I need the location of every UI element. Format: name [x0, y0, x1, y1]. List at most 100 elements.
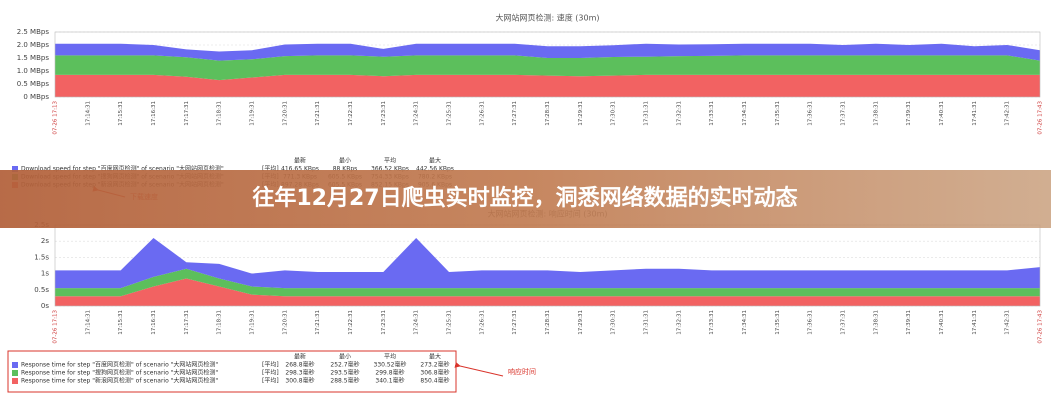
legend-func: [平均] — [262, 165, 279, 173]
x-tick-label: 17:39:31 — [906, 310, 912, 335]
x-tick-label: 07-26 17:13 — [53, 101, 59, 135]
legend-stat: 416.65 KBps — [281, 166, 319, 173]
x-tick-label: 07-26 17:13 — [53, 310, 59, 344]
x-tick-label: 17:20:31 — [282, 310, 288, 335]
legend-label: Response time for step "搜狗网页检测" of scena… — [21, 369, 218, 377]
x-tick-label: 17:30:31 — [611, 101, 617, 126]
x-tick-label: 17:23:31 — [381, 310, 387, 335]
legend-stat: 299.8毫秒 — [375, 369, 404, 377]
y-tick-label: 0s — [41, 302, 49, 310]
area — [55, 278, 1040, 306]
x-tick-label: 17:34:31 — [742, 310, 748, 335]
legend-stat: 442.56 KBps — [416, 166, 454, 173]
legend-header: 平均 — [384, 353, 396, 361]
x-tick-label: 17:16:31 — [151, 310, 157, 335]
x-tick-label: 17:30:31 — [611, 310, 617, 335]
x-tick-label: 17:41:31 — [972, 310, 978, 335]
y-tick-label: 1s — [41, 270, 49, 278]
legend-func: [平均] — [262, 361, 279, 369]
x-tick-label: 17:29:31 — [578, 310, 584, 335]
x-tick-label: 17:22:31 — [348, 101, 354, 126]
legend-swatch — [12, 370, 18, 376]
legend-stat: 268.8毫秒 — [285, 361, 314, 369]
legend-header: 平均 — [384, 157, 396, 165]
x-tick-label: 17:24:31 — [414, 310, 420, 335]
legend-stat: 366.52 KBps — [371, 166, 409, 173]
legend-stat: 850.4毫秒 — [420, 377, 449, 385]
x-tick-label: 17:20:31 — [282, 101, 288, 126]
banner-title: 往年12月27日爬虫实时监控，洞悉网络数据的实时动态 — [252, 185, 797, 211]
x-tick-label: 17:26:31 — [479, 310, 485, 335]
banner — [0, 170, 1051, 228]
legend-stat: 330.52毫秒 — [374, 361, 407, 369]
legend-stat: 252.7毫秒 — [330, 361, 359, 369]
x-tick-label: 17:41:31 — [972, 101, 978, 126]
area — [55, 268, 1040, 297]
y-tick-label: 2.0 MBps — [17, 41, 50, 49]
legend-stat: 88 KBps — [333, 166, 358, 173]
legend-header: 最新 — [294, 353, 306, 361]
chart-title: 大网站网页检测: 速度 (30m) — [496, 13, 600, 23]
x-tick-label: 17:23:31 — [381, 101, 387, 126]
x-tick-label: 17:28:31 — [545, 310, 551, 335]
area — [55, 74, 1040, 97]
x-tick-label: 17:39:31 — [906, 101, 912, 126]
x-tick-label: 17:31:31 — [644, 101, 650, 126]
x-tick-label: 17:27:31 — [512, 310, 518, 335]
x-tick-label: 17:18:31 — [217, 310, 223, 335]
x-tick-label: 17:19:31 — [250, 310, 256, 335]
area — [55, 237, 1040, 289]
x-tick-label: 17:26:31 — [479, 101, 485, 126]
legend-swatch — [12, 378, 18, 384]
x-tick-label: 17:24:31 — [414, 101, 420, 126]
x-tick-label: 17:16:31 — [151, 101, 157, 126]
annotation-arrow — [454, 361, 504, 377]
area — [55, 55, 1040, 81]
legend-stat: 273.2毫秒 — [420, 361, 449, 369]
legend-func: [平均] — [262, 369, 279, 377]
x-tick-label: 17:40:31 — [939, 310, 945, 335]
x-tick-label: 17:15:31 — [118, 310, 124, 335]
legend-stat: 340.1毫秒 — [375, 377, 404, 385]
x-tick-label: 17:34:31 — [742, 101, 748, 126]
legend-header: 最小 — [339, 353, 351, 361]
x-tick-label: 17:17:31 — [184, 101, 190, 126]
x-tick-label: 17:37:31 — [841, 310, 847, 335]
x-tick-label: 17:18:31 — [217, 101, 223, 126]
legend-header: 最新 — [294, 157, 306, 165]
x-tick-label: 17:42:31 — [1005, 310, 1011, 335]
y-tick-label: 0 MBps — [23, 93, 49, 101]
x-tick-label: 17:36:31 — [808, 310, 814, 335]
x-tick-label: 17:31:31 — [644, 310, 650, 335]
x-tick-label: 17:21:31 — [315, 310, 321, 335]
legend-label: Response time for step "新浪网页检测" of scena… — [21, 377, 218, 385]
x-tick-label: 17:37:31 — [841, 101, 847, 126]
y-tick-label: 2.5 MBps — [17, 28, 50, 36]
charts: 大网站网页检测: 速度 (30m) 0 MBps 0.5 MBps 1.0 MBps 1… — [7, 13, 1044, 393]
legend-swatch — [12, 362, 18, 368]
legend-func: [平均] — [262, 377, 279, 385]
legend-header: 最大 — [429, 353, 441, 361]
x-tick-label: 17:22:31 — [348, 310, 354, 335]
x-tick-label: 17:25:31 — [447, 101, 453, 126]
legend-stat: 293.5毫秒 — [330, 369, 359, 377]
legend-label: Response time for step "百度网页检测" of scena… — [21, 361, 218, 369]
x-tick-label: 17:32:31 — [676, 310, 682, 335]
x-tick-label: 17:38:31 — [873, 101, 879, 126]
legend-swatch — [12, 166, 18, 172]
legend-stat: 306.8毫秒 — [420, 369, 449, 377]
legend-label: Download speed for step "百度网页检测" of scen… — [21, 165, 224, 173]
x-tick-label: 17:15:31 — [118, 101, 124, 126]
x-tick-label: 17:17:31 — [184, 310, 190, 335]
y-tick-label: 1.0 MBps — [17, 67, 50, 75]
x-tick-label: 17:14:31 — [85, 101, 91, 126]
x-tick-label: 07-26 17:43 — [1038, 310, 1044, 344]
x-tick-label: 17:25:31 — [447, 310, 453, 335]
legend-stat: 298.3毫秒 — [285, 369, 314, 377]
y-tick-label: 1.5 MBps — [17, 54, 50, 62]
x-tick-label: 17:33:31 — [709, 101, 715, 126]
x-tick-label: 07-26 17:43 — [1038, 101, 1044, 135]
legend-stat: 288.5毫秒 — [330, 377, 359, 385]
legend-stat: 300.8毫秒 — [285, 377, 314, 385]
